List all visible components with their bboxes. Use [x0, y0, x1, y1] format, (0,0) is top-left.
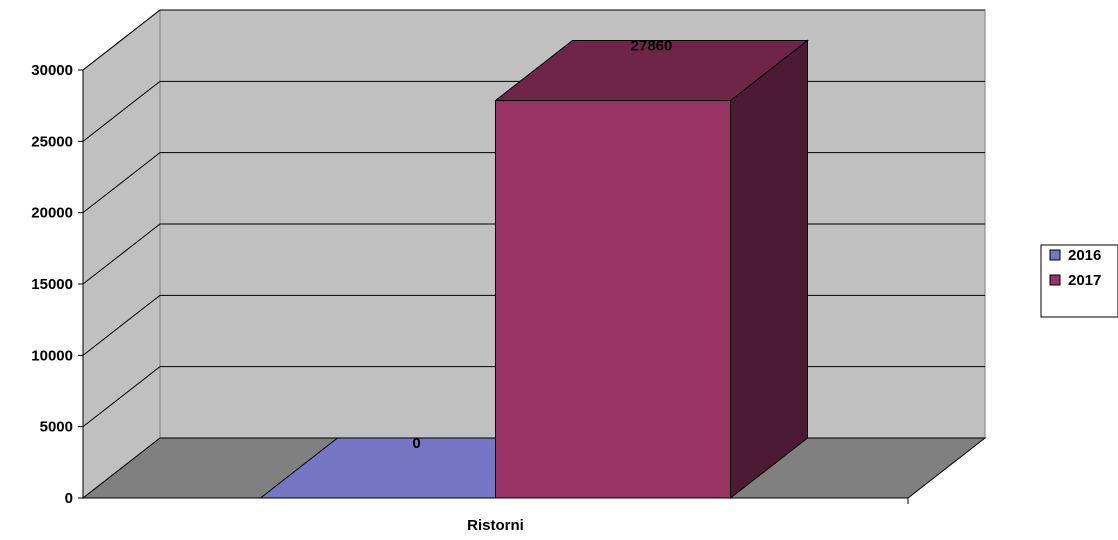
y-tick-label: 20000 [31, 205, 73, 222]
y-tick-label: 30000 [31, 62, 73, 79]
bar-2017 [495, 100, 731, 499]
legend-swatch [1049, 249, 1061, 261]
x-category-labels: Ristorni [467, 517, 524, 534]
legend-label: 2017 [1068, 272, 1101, 289]
legend: 2016 2017 [1040, 244, 1118, 318]
y-tick-label: 10000 [31, 347, 73, 364]
y-tick-label: 15000 [31, 276, 73, 293]
gridline [82, 9, 985, 71]
data-labels: 0 27860 [412, 38, 672, 452]
y-tick-label: 25000 [31, 133, 73, 150]
legend-swatch [1049, 274, 1061, 286]
y-tick-label: 5000 [40, 419, 73, 436]
bars [259, 39, 809, 500]
data-label: 0 [412, 435, 420, 452]
x-category-label: Ristorni [467, 517, 524, 534]
bar-side-2017 [730, 39, 808, 500]
y-tick-labels: 0 5000 10000 15000 20000 25000 30000 [31, 62, 73, 507]
legend-label: 2016 [1068, 247, 1101, 264]
axes [78, 69, 909, 504]
y-tick-label: 0 [65, 490, 73, 507]
data-label: 27860 [631, 38, 673, 55]
